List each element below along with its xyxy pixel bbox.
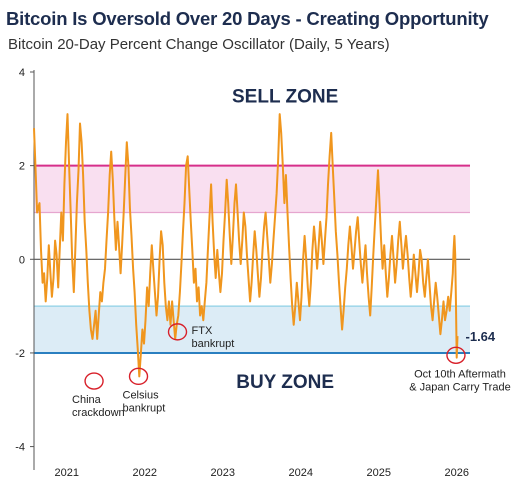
zone-band-1 (34, 306, 470, 353)
annotation-circle-3 (446, 346, 466, 364)
event-annotations: ChinacrackdownCelsiusbankruptFTXbankrupt… (72, 323, 511, 419)
chart-subtitle: Bitcoin 20-Day Percent Change Oscillator… (8, 36, 390, 53)
zone-band-0 (34, 165, 470, 213)
annotation-text-0-1: crackdown (72, 407, 125, 419)
annotation-text-3-1: & Japan Carry Trade (409, 381, 511, 393)
sell-zone-label: SELL ZONE (232, 86, 338, 107)
chart-title: Bitcoin Is Oversold Over 20 Days - Creat… (6, 8, 489, 29)
y-tick-label-2: 0 (19, 254, 25, 266)
annotation-text-2-0: FTX (192, 325, 213, 337)
annotation-text-1-0: Celsius (123, 389, 160, 401)
x-tick-label-1: 2022 (133, 467, 157, 479)
y-tick-label-0: 4 (19, 67, 25, 79)
annotation-circle-2 (167, 323, 188, 341)
buy-zone-label: BUY ZONE (236, 372, 334, 393)
y-tick-label-3: -2 (15, 348, 25, 360)
x-tick-label-0: 2021 (55, 467, 79, 479)
annotation-text-2-1: bankrupt (192, 338, 235, 350)
x-axis-ticks: 2021 2022 2023 2024 2025 2026 (55, 467, 469, 479)
y-tick-label-1: 2 (19, 161, 25, 173)
annotation-text-0-0: China (72, 394, 102, 406)
x-tick-label-3: 2024 (289, 467, 313, 479)
annotation-circle-1 (128, 367, 149, 386)
x-tick-label-4: 2025 (367, 467, 391, 479)
x-tick-label-5: 2026 (444, 467, 468, 479)
series-line (33, 113, 459, 378)
annotation-text-3-0: Oct 10th Aftermath (414, 368, 506, 380)
y-axis-ticks: 4 2 0 -2 -4 (15, 67, 34, 454)
annotation-text-1-1: bankrupt (123, 402, 166, 414)
zone-bands (34, 165, 470, 353)
x-tick-label-2: 2023 (211, 467, 235, 479)
y-tick-label-4: -4 (15, 442, 25, 454)
annotation-circle-0 (84, 372, 104, 390)
last-value-label: -1.64 (466, 329, 496, 344)
